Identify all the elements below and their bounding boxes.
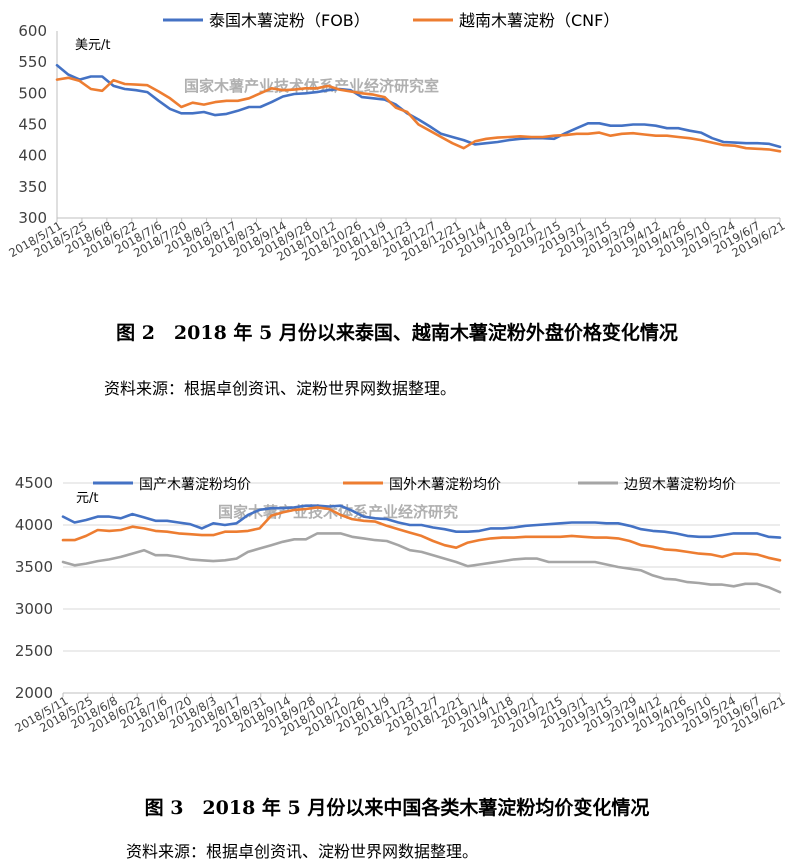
figure-2-caption: 图 2 2018 年 5 月份以来泰国、越南木薯淀粉外盘价格变化情况 [116, 322, 678, 344]
y-tick-label: 4500 [15, 474, 53, 492]
legend-label-2: 国外木薯淀粉均价 [389, 477, 501, 493]
series-line-1 [55, 64, 782, 149]
y-tick-label: 3500 [15, 558, 53, 576]
series-line-1 [61, 504, 782, 539]
figure-3-caption: 图 3 2018 年 5 月份以来中国各类木薯淀粉均价变化情况 [144, 797, 650, 819]
y-tick-label: 500 [18, 84, 47, 102]
y-tick-label: 350 [18, 178, 47, 196]
legend-label-1: 泰国木薯淀粉（FOB） [209, 11, 370, 30]
y-tick-label: 3000 [15, 600, 53, 618]
chart-china-cassava-starch-price: 2000250030003500400045002018/5/112018/5/… [12, 474, 787, 739]
y-tick-label: 550 [18, 53, 47, 71]
figure-2-source: 资料来源：根据卓创资讯、淀粉世界网数据整理。 [104, 379, 457, 398]
series-line-3 [61, 532, 782, 594]
y-tick-label: 300 [18, 209, 47, 227]
y-tick-label: 2500 [15, 642, 53, 660]
y-tick-label: 600 [18, 22, 47, 40]
series-line-2 [61, 506, 782, 562]
chart-thailand-vietnam-price: 3003504004505005506002018/5/112018/5/252… [6, 11, 787, 264]
y-tick-label: 4000 [15, 516, 53, 534]
y-tick-label: 450 [18, 116, 47, 134]
series-line-2 [55, 76, 782, 153]
watermark: 国家木薯产业技术体系产业经济研究室 [184, 77, 439, 95]
legend-label-2: 越南木薯淀粉（CNF） [459, 11, 619, 30]
y-unit-label: 美元/t [75, 38, 110, 53]
y-unit-label: 元/t [76, 491, 98, 506]
y-tick-label: 400 [18, 147, 47, 165]
legend-label-1: 国产木薯淀粉均价 [139, 477, 251, 493]
legend-label-3: 边贸木薯淀粉均价 [624, 477, 736, 493]
figure-3-source: 资料来源：根据卓创资讯、淀粉世界网数据整理。 [126, 842, 479, 861]
y-tick-label: 2000 [15, 684, 53, 702]
